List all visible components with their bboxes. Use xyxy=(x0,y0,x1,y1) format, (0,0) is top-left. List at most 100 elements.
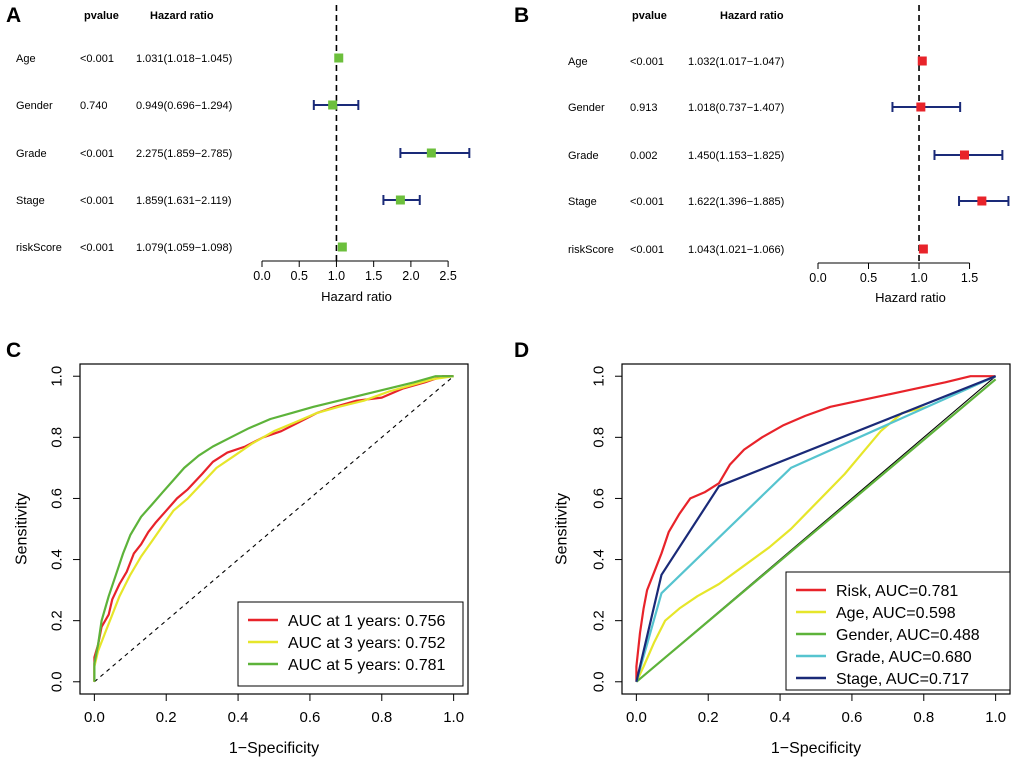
roc-curve-C-0 xyxy=(93,375,454,682)
row-pvalue-B-0: <0.001 xyxy=(630,56,664,68)
hr-marker-A-1 xyxy=(328,100,338,110)
row-label-A-2: Grade xyxy=(16,148,47,160)
row-hr-text-B-4: 1.043(1.021−1.066) xyxy=(688,244,784,256)
diagonal-line-C xyxy=(94,375,454,683)
panel-label-C: C xyxy=(6,339,21,362)
x-tick-label-C-5: 1.0 xyxy=(443,709,464,726)
row-label-A-3: Stage xyxy=(16,195,45,207)
panel-label-B: B xyxy=(514,4,529,27)
y-tick-label-D-2: 0.4 xyxy=(591,549,608,570)
legend-entry-D-0: Risk, AUC=0.781 xyxy=(836,583,958,600)
legend-box-C xyxy=(237,601,464,687)
row-label-B-1: Gender xyxy=(568,102,605,114)
x-tick-label-B-1: 0.5 xyxy=(860,271,877,285)
y-tick-label-D-1: 0.2 xyxy=(591,610,608,631)
row-label-A-1: Gender xyxy=(16,100,53,112)
y-tick-label-D-5: 1.0 xyxy=(591,366,608,387)
x-tick-label-D-0: 0.0 xyxy=(626,709,647,726)
y-tick-label-D-4: 0.8 xyxy=(591,427,608,448)
roc-curve-D-0 xyxy=(635,375,996,682)
x-axis-label-C: 1−Specificity xyxy=(229,740,319,757)
x-tick-label-D-3: 0.6 xyxy=(841,709,862,726)
row-hr-text-A-0: 1.031(1.018−1.045) xyxy=(136,53,232,65)
plot-frame-C xyxy=(79,363,469,695)
roc-curve-C-2 xyxy=(93,375,454,682)
x-tick-label-A-4: 2.0 xyxy=(402,269,419,283)
hr-marker-B-1 xyxy=(916,102,926,112)
hr-marker-A-3 xyxy=(395,195,405,205)
row-label-B-3: Stage xyxy=(568,196,597,208)
x-tick-label-A-3: 1.5 xyxy=(365,269,382,283)
y-tick-label-D-3: 0.6 xyxy=(591,488,608,509)
y-tick-label-C-2: 0.4 xyxy=(49,549,66,570)
x-tick-label-A-1: 0.5 xyxy=(291,269,308,283)
roc-curve-D-4 xyxy=(635,375,997,683)
x-tick-label-B-2: 1.0 xyxy=(910,271,927,285)
row-hr-text-A-2: 2.275(1.859−2.785) xyxy=(136,148,232,160)
x-axis-label-D: 1−Specificity xyxy=(771,740,861,757)
hazard-ratio-header-B: Hazard ratio xyxy=(720,10,784,22)
row-hr-text-A-3: 1.859(1.631−2.119) xyxy=(136,195,232,207)
roc-curve-C-1 xyxy=(93,375,454,682)
row-hr-text-A-1: 0.949(0.696−1.294) xyxy=(136,100,232,112)
pvalue-header-B: pvalue xyxy=(632,10,667,22)
roc-curve-D-2 xyxy=(635,378,997,683)
x-axis-label-A: Hazard ratio xyxy=(321,289,392,304)
y-axis-label-C: Sensitivity xyxy=(14,493,31,565)
pvalue-header-A: pvalue xyxy=(84,10,119,22)
panel-label-D: D xyxy=(514,339,529,362)
row-pvalue-B-1: 0.913 xyxy=(630,102,658,114)
legend-entry-C-2: AUC at 5 years: 0.781 xyxy=(288,657,446,674)
panel-label-A: A xyxy=(6,4,21,27)
x-axis-label-B: Hazard ratio xyxy=(875,290,946,305)
x-tick-label-C-3: 0.6 xyxy=(299,709,320,726)
row-pvalue-B-3: <0.001 xyxy=(630,196,664,208)
y-tick-label-C-0: 0.0 xyxy=(49,671,66,692)
x-tick-label-B-3: 1.5 xyxy=(961,271,978,285)
row-hr-text-A-4: 1.079(1.059−1.098) xyxy=(136,242,232,254)
y-tick-label-C-5: 1.0 xyxy=(49,366,66,387)
row-hr-text-B-3: 1.622(1.396−1.885) xyxy=(688,196,784,208)
row-label-B-2: Grade xyxy=(568,150,599,162)
x-tick-label-C-0: 0.0 xyxy=(84,709,105,726)
row-label-A-4: riskScore xyxy=(16,242,62,254)
x-tick-label-A-5: 2.5 xyxy=(439,269,456,283)
hr-marker-A-4 xyxy=(337,242,347,252)
x-tick-label-D-1: 0.2 xyxy=(698,709,719,726)
row-pvalue-A-4: <0.001 xyxy=(80,242,114,254)
x-tick-label-C-1: 0.2 xyxy=(156,709,177,726)
y-tick-label-C-4: 0.8 xyxy=(49,427,66,448)
row-pvalue-A-0: <0.001 xyxy=(80,53,114,65)
hr-marker-B-3 xyxy=(977,196,987,206)
legend-entry-C-1: AUC at 3 years: 0.752 xyxy=(288,635,446,652)
y-tick-label-C-3: 0.6 xyxy=(49,488,66,509)
hr-marker-B-4 xyxy=(918,244,928,254)
hr-marker-B-2 xyxy=(959,150,969,160)
roc-curve-D-1 xyxy=(635,405,928,683)
plot-frame-D xyxy=(621,363,1011,695)
hazard-ratio-header-A: Hazard ratio xyxy=(150,10,214,22)
row-hr-text-B-0: 1.032(1.017−1.047) xyxy=(688,56,784,68)
y-tick-label-D-0: 0.0 xyxy=(591,671,608,692)
x-tick-label-C-4: 0.8 xyxy=(371,709,392,726)
hr-marker-B-0 xyxy=(917,56,927,66)
y-tick-label-C-1: 0.2 xyxy=(49,610,66,631)
x-tick-label-D-2: 0.4 xyxy=(770,709,791,726)
legend-entry-D-3: Grade, AUC=0.680 xyxy=(836,649,972,666)
hr-marker-A-0 xyxy=(334,53,344,63)
x-tick-label-D-5: 1.0 xyxy=(985,709,1006,726)
row-pvalue-A-2: <0.001 xyxy=(80,148,114,160)
row-label-A-0: Age xyxy=(16,53,36,65)
x-tick-label-A-2: 1.0 xyxy=(328,269,345,283)
row-hr-text-B-2: 1.450(1.153−1.825) xyxy=(688,150,784,162)
legend-box-D xyxy=(785,571,1011,691)
row-hr-text-B-1: 1.018(0.737−1.407) xyxy=(688,102,784,114)
legend-entry-D-4: Stage, AUC=0.717 xyxy=(836,671,969,688)
row-label-B-0: Age xyxy=(568,56,588,68)
row-pvalue-A-3: <0.001 xyxy=(80,195,114,207)
row-label-B-4: riskScore xyxy=(568,244,614,256)
legend-entry-D-2: Gender, AUC=0.488 xyxy=(836,627,980,644)
x-tick-label-B-0: 0.0 xyxy=(809,271,826,285)
legend-entry-D-1: Age, AUC=0.598 xyxy=(836,605,956,622)
x-tick-label-C-2: 0.4 xyxy=(228,709,249,726)
